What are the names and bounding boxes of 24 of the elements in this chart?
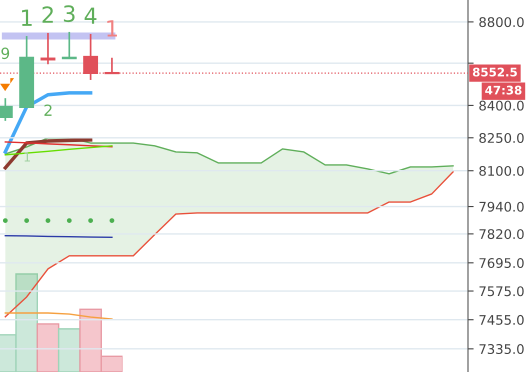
- y-tick-label: 7575.0: [480, 286, 524, 296]
- y-tick-label: 8250.0: [479, 132, 524, 143]
- text: 3: [64, 5, 75, 22]
- ref-line-label: 8552.5: [472, 68, 517, 77]
- text: 1: [107, 20, 117, 36]
- text: 47:38: [485, 86, 522, 95]
- y-tick-label: 7455.0: [480, 314, 524, 325]
- y-tick-label: 7695.0: [480, 258, 524, 268]
- bar: [58, 328, 81, 372]
- y-tick-label: 8400.0: [479, 100, 524, 111]
- text: 9: [1, 48, 10, 60]
- annotation: 1: [22, 10, 32, 26]
- y-tick-label: 8800.0: [479, 17, 524, 28]
- candlestick: [40, 32, 56, 66]
- bar: [36, 323, 60, 372]
- text: 1: [24, 152, 30, 162]
- text: 2: [44, 104, 52, 116]
- text: 4: [84, 8, 96, 24]
- y-tick-label: 8100.0: [479, 166, 524, 176]
- y-tick-label: 7335.0: [480, 344, 524, 354]
- y-tick-label: 7940.0: [480, 202, 524, 212]
- candlestick: [62, 31, 77, 60]
- y-tick-label: 7820.0: [480, 229, 524, 240]
- annotation: 2: [42, 6, 53, 23]
